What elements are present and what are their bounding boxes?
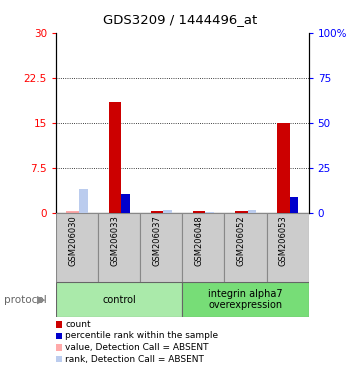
- Bar: [225, 213, 266, 282]
- Text: control: control: [102, 295, 136, 305]
- Text: ▶: ▶: [37, 295, 46, 305]
- Bar: [193, 211, 205, 213]
- Bar: [205, 212, 214, 213]
- Text: percentile rank within the sample: percentile rank within the sample: [65, 331, 218, 341]
- Text: GSM206030: GSM206030: [68, 215, 77, 266]
- Bar: [79, 189, 87, 213]
- Text: rank, Detection Call = ABSENT: rank, Detection Call = ABSENT: [65, 354, 204, 364]
- Bar: [56, 282, 182, 317]
- Text: GSM206053: GSM206053: [279, 215, 288, 266]
- Bar: [163, 210, 172, 213]
- Text: protocol: protocol: [4, 295, 46, 305]
- Text: value, Detection Call = ABSENT: value, Detection Call = ABSENT: [65, 343, 209, 352]
- Text: GSM206052: GSM206052: [236, 215, 245, 266]
- Bar: [66, 211, 79, 213]
- Bar: [121, 194, 130, 213]
- Bar: [140, 213, 182, 282]
- Bar: [98, 213, 140, 282]
- Bar: [290, 197, 298, 213]
- Text: GSM206033: GSM206033: [110, 215, 119, 266]
- Text: GSM206037: GSM206037: [152, 215, 161, 266]
- Bar: [182, 282, 309, 317]
- Text: GDS3209 / 1444496_at: GDS3209 / 1444496_at: [103, 13, 258, 26]
- Bar: [235, 211, 248, 213]
- Bar: [151, 211, 163, 213]
- Bar: [182, 213, 225, 282]
- Bar: [248, 210, 256, 213]
- Bar: [109, 102, 121, 213]
- Bar: [56, 213, 98, 282]
- Text: integrin alpha7
overexpression: integrin alpha7 overexpression: [208, 289, 283, 310]
- Text: count: count: [65, 320, 91, 329]
- Text: GSM206048: GSM206048: [194, 215, 203, 266]
- Bar: [277, 123, 290, 213]
- Bar: [266, 213, 309, 282]
